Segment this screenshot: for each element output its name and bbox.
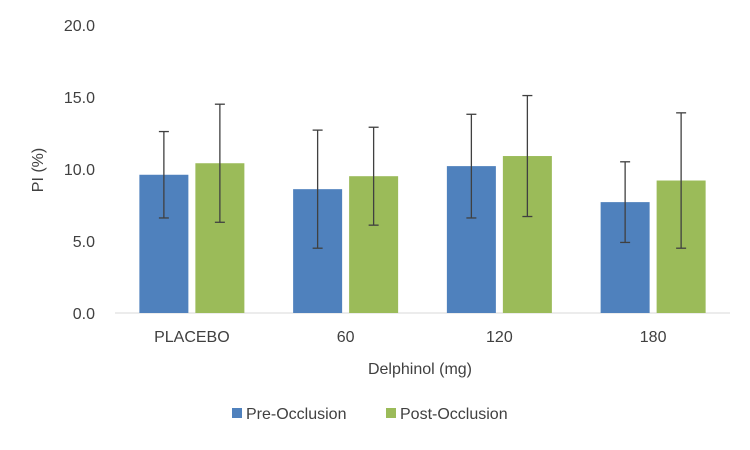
x-tick-label: 120 xyxy=(486,329,513,346)
y-tick-label: 0.0 xyxy=(73,306,95,323)
x-tick-label: 180 xyxy=(640,329,667,346)
y-axis-ticks: 0.0 5.0 10.0 15.0 20.0 xyxy=(64,18,95,323)
y-axis-title: PI (%) xyxy=(30,148,47,192)
legend-label: Post-Occlusion xyxy=(400,406,508,423)
error-bars-group xyxy=(158,94,687,249)
x-tick-label: PLACEBO xyxy=(154,329,230,346)
legend-label: Pre-Occlusion xyxy=(246,406,346,423)
x-tick-label: 60 xyxy=(337,329,355,346)
y-tick-label: 15.0 xyxy=(64,90,95,107)
bars-group xyxy=(139,156,706,313)
legend-swatch-post xyxy=(386,408,396,418)
x-axis-ticks: PLACEBO 60 120 180 xyxy=(154,329,666,346)
legend-swatch-pre xyxy=(232,408,242,418)
y-tick-label: 10.0 xyxy=(64,162,95,179)
x-axis-title: Delphinol (mg) xyxy=(368,361,472,378)
y-tick-label: 20.0 xyxy=(64,18,95,35)
legend: Pre-Occlusion Post-Occlusion xyxy=(232,406,508,423)
y-tick-label: 5.0 xyxy=(73,234,95,251)
